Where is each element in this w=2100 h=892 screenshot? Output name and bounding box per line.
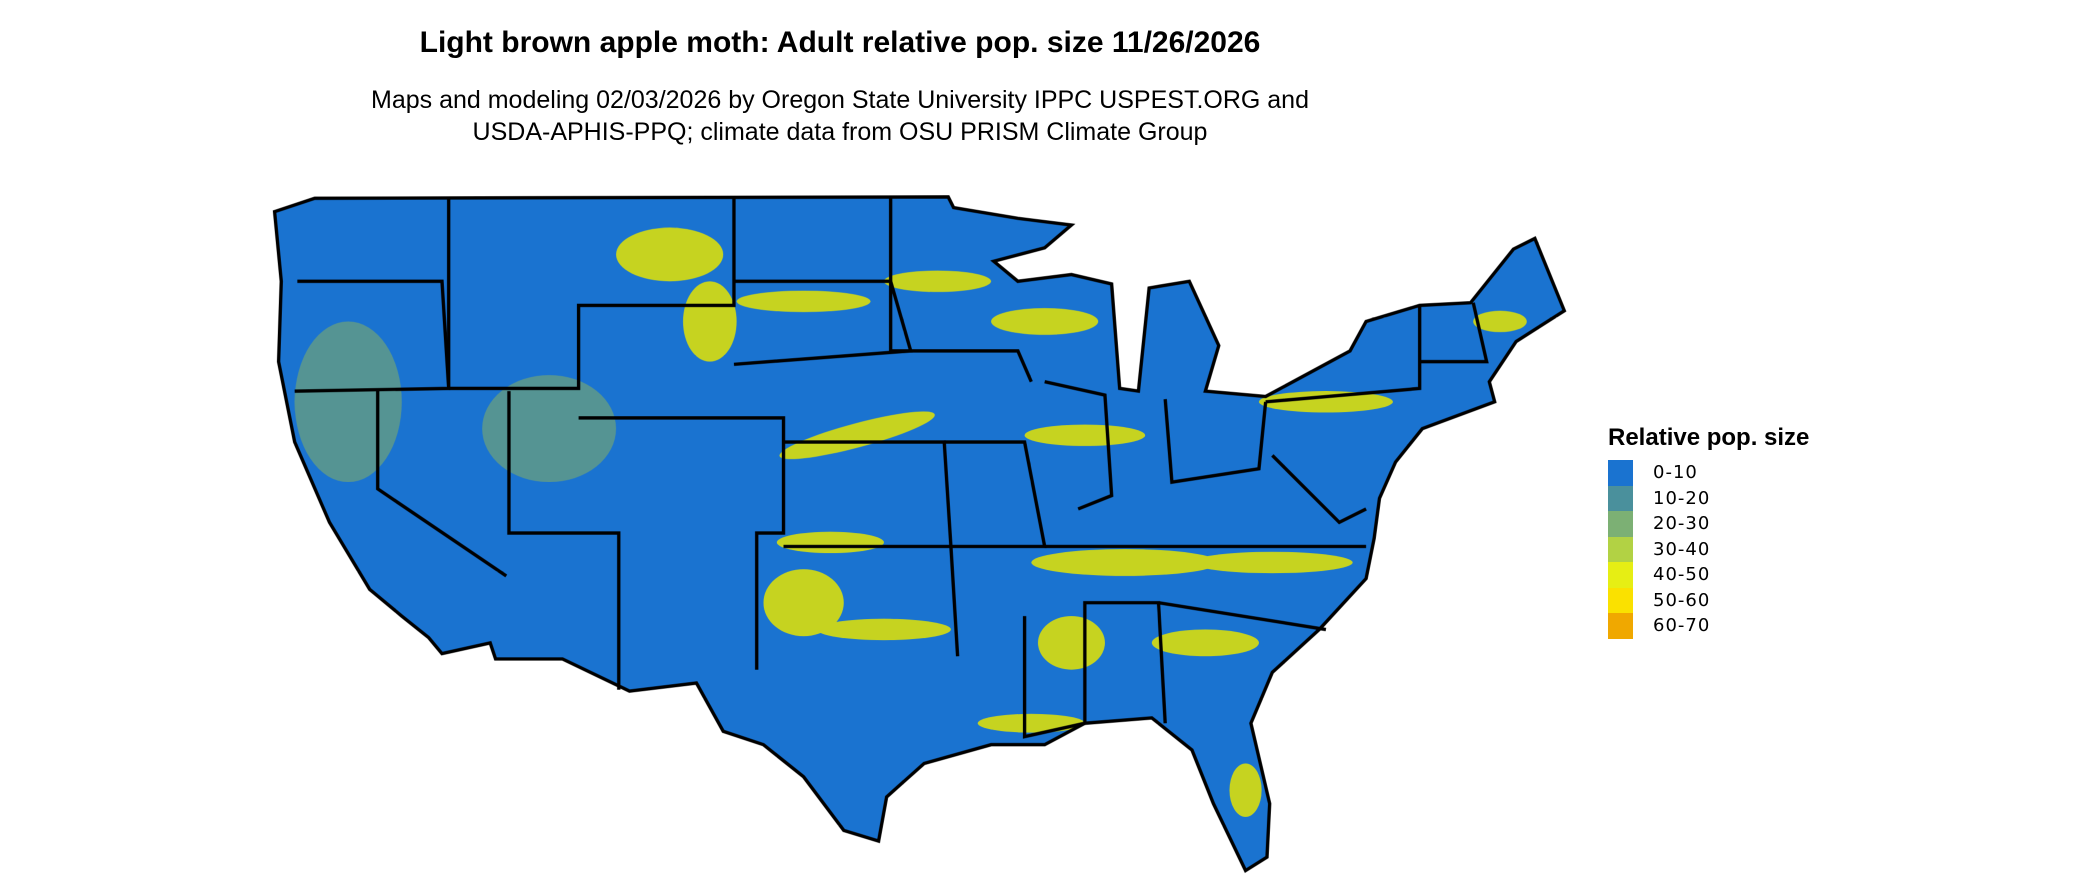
highlight-illinois bbox=[1024, 424, 1146, 446]
border-colorado-nm bbox=[578, 416, 786, 670]
highlight-ohio-pa bbox=[1258, 391, 1393, 413]
legend-label: 0-10 bbox=[1653, 462, 1698, 484]
highlight-carolinas bbox=[1191, 551, 1353, 574]
legend-item: 0-10 bbox=[1608, 460, 1809, 486]
legend-item: 60-70 bbox=[1608, 613, 1809, 639]
legend-label: 30-40 bbox=[1653, 538, 1711, 560]
legend-swatch bbox=[1608, 485, 1633, 511]
border-dakotas-ne bbox=[733, 279, 913, 366]
subtitle-line-1: Maps and modeling 02/03/2026 by Oregon S… bbox=[371, 86, 1309, 114]
highlight-maine bbox=[1473, 310, 1527, 333]
highlight-mississippi bbox=[1037, 616, 1105, 670]
legend-swatch bbox=[1608, 587, 1633, 613]
highlight-wisconsin bbox=[991, 308, 1099, 335]
legend-item: 20-30 bbox=[1608, 511, 1809, 537]
highlight-wyoming bbox=[683, 281, 737, 362]
border-wyoming bbox=[448, 196, 736, 391]
legend-swatch bbox=[1608, 562, 1633, 588]
legend-item: 50-60 bbox=[1608, 587, 1809, 613]
highlight-montana bbox=[616, 227, 724, 282]
subtitle-line-2: USDA-APHIS-PPQ; climate data from OSU PR… bbox=[472, 118, 1208, 146]
highlight-kansas-nebraska bbox=[779, 411, 935, 460]
legend-item: 40-50 bbox=[1608, 562, 1809, 588]
border-pa-ny bbox=[1265, 305, 1422, 404]
high-population-areas bbox=[294, 227, 1527, 817]
border-wv-va bbox=[1271, 454, 1367, 525]
highlight-south-dakota bbox=[736, 290, 871, 313]
highlight-west bbox=[294, 321, 402, 483]
state-borders bbox=[272, 195, 1566, 873]
legend-swatch bbox=[1608, 460, 1633, 486]
legend-label: 50-60 bbox=[1653, 589, 1711, 611]
highlight-great-basin bbox=[482, 375, 617, 483]
legend-label: 40-50 bbox=[1653, 564, 1711, 586]
border-or-wa-id bbox=[297, 279, 451, 389]
border-ga-sc bbox=[1158, 601, 1327, 632]
map-title: Light brown apple moth: Adult relative p… bbox=[419, 26, 1261, 59]
border-ca-nv bbox=[376, 391, 508, 578]
highlight-oklahoma bbox=[776, 531, 884, 554]
legend-swatch bbox=[1608, 536, 1633, 562]
legend: Relative pop. size 0-10 10-20 20-30 30-40 40… bbox=[1608, 424, 1809, 639]
highlight-tennessee bbox=[1031, 549, 1219, 576]
border-ms-al bbox=[1022, 601, 1167, 739]
legend-item: 30-40 bbox=[1608, 536, 1809, 562]
border-new-england bbox=[1419, 302, 1489, 364]
legend-label: 20-30 bbox=[1653, 513, 1711, 535]
highlight-georgia bbox=[1151, 629, 1259, 657]
border-ut-az bbox=[507, 391, 621, 690]
legend-label: 10-20 bbox=[1653, 487, 1711, 509]
highlight-florida bbox=[1229, 763, 1262, 817]
highlight-texas-north bbox=[763, 569, 844, 637]
legend-swatch bbox=[1608, 511, 1633, 537]
legend-label: 60-70 bbox=[1653, 615, 1711, 637]
legend-title: Relative pop. size bbox=[1608, 424, 1810, 451]
border-in-oh bbox=[1163, 398, 1268, 485]
highlight-gulf-coast bbox=[977, 713, 1085, 733]
highlight-minnesota bbox=[883, 270, 992, 292]
legend-item: 10-20 bbox=[1608, 485, 1809, 511]
highlight-red-river bbox=[816, 618, 951, 641]
border-mn-ia bbox=[888, 196, 1033, 383]
border-kansas-ok bbox=[783, 440, 953, 549]
border-illinois bbox=[1044, 380, 1114, 511]
legend-swatch bbox=[1608, 613, 1633, 639]
